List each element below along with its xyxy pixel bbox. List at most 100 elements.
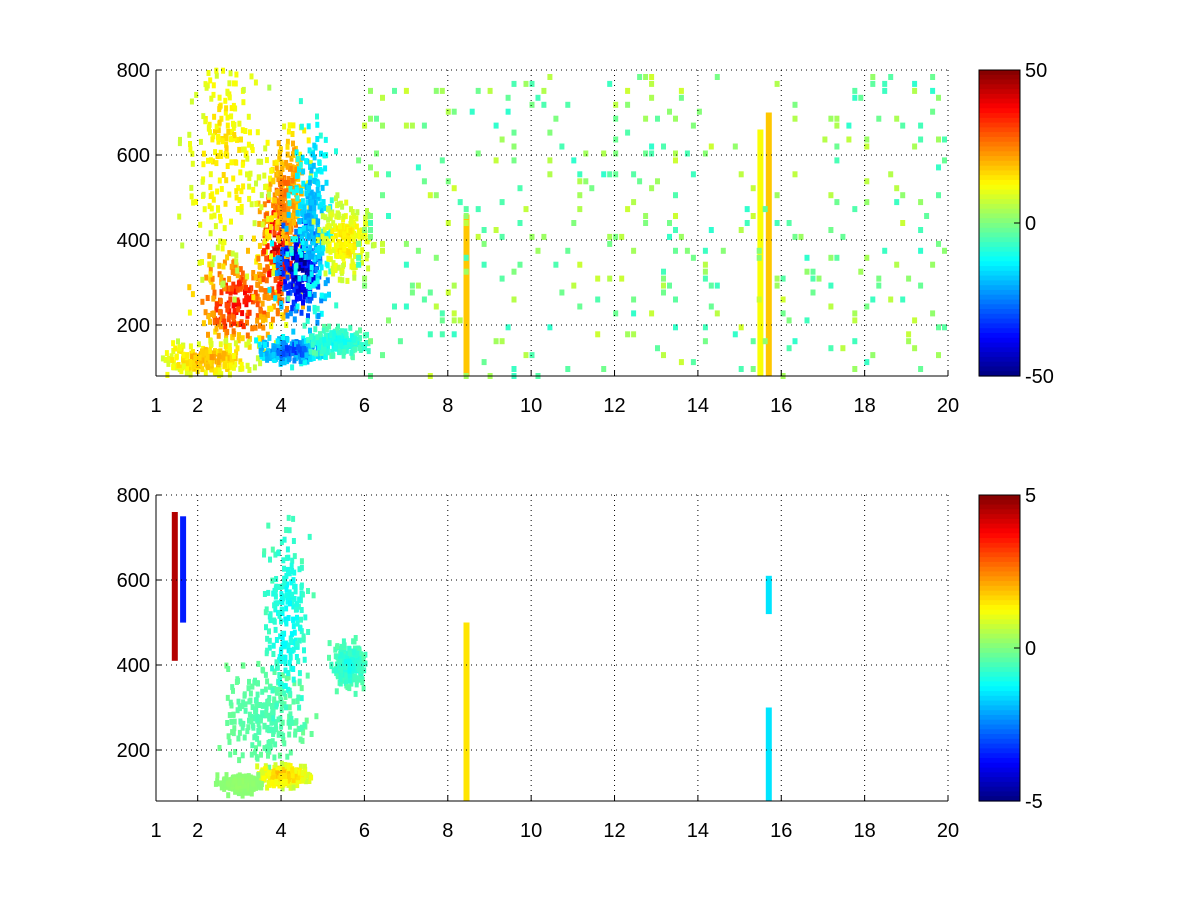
heatmap-cell	[810, 275, 816, 282]
heatmap-cell	[297, 218, 302, 225]
heatmap-cell	[325, 277, 330, 284]
heatmap-cell	[244, 284, 248, 291]
colorbar-step	[979, 772, 1020, 778]
heatmap-cell	[864, 178, 870, 185]
heatmap-cell	[312, 304, 317, 311]
heatmap-cell	[481, 240, 487, 247]
heatmap-cell	[295, 172, 299, 179]
heatmap-cell	[290, 171, 295, 178]
heatmap-cell	[505, 324, 511, 331]
heatmap-cell	[325, 348, 330, 355]
heatmap-cell	[297, 151, 302, 158]
colorbar-step	[979, 643, 1020, 649]
heatmap-cell	[292, 316, 297, 323]
heatmap-cell	[323, 237, 328, 244]
heatmap-cell	[281, 222, 286, 229]
heatmap-cell	[918, 199, 924, 206]
heatmap-cell	[631, 247, 637, 254]
heatmap-cell	[270, 286, 275, 293]
heatmap-cell	[256, 255, 261, 262]
heatmap-cell	[270, 780, 274, 787]
heatmap-cell	[762, 338, 768, 345]
heatmap-cell	[511, 157, 517, 164]
heatmap-cell	[355, 646, 360, 653]
colorbar-step	[979, 352, 1020, 358]
heatmap-cell	[203, 309, 208, 316]
heatmap-cell	[288, 649, 293, 655]
heatmap-cell	[309, 731, 314, 737]
heatmap-cell	[306, 217, 311, 224]
heatmap-cell	[792, 338, 798, 345]
heatmap-cell	[272, 245, 277, 252]
heatmap-cell	[266, 186, 271, 193]
heatmap-cell	[206, 157, 210, 164]
heatmap-cell	[334, 667, 338, 674]
heatmap-cell	[336, 212, 341, 219]
heatmap-cell	[301, 303, 305, 310]
heatmap-cell	[834, 143, 840, 150]
heatmap-cell	[661, 143, 666, 150]
heatmap-cells	[171, 512, 772, 801]
heatmap-cell	[184, 360, 189, 367]
heatmap-cell	[347, 243, 352, 250]
heatmap-cell	[380, 352, 385, 359]
heatmap-cell	[302, 322, 307, 329]
heatmap-cell	[535, 247, 541, 254]
heatmap-cell	[285, 180, 290, 186]
heatmap-cell	[242, 787, 247, 794]
heatmap-cell	[262, 766, 267, 773]
heatmap-cell	[547, 74, 553, 80]
heatmap-cell	[311, 592, 316, 599]
heatmap-cell	[301, 729, 306, 736]
heatmap-cell	[305, 297, 310, 304]
heatmap-cell	[690, 171, 696, 178]
x-tick-label: 20	[937, 820, 959, 842]
heatmap-cell	[279, 723, 284, 730]
heatmap-cell	[273, 590, 278, 597]
heatmap-cell	[284, 605, 289, 612]
heatmap-cell	[541, 101, 547, 108]
heatmap-cell	[279, 777, 284, 784]
heatmap-cell	[912, 87, 918, 94]
heatmap-cell	[294, 262, 299, 269]
heatmap-cell	[271, 251, 276, 258]
heatmap-cell	[421, 296, 427, 303]
heatmap-cell	[284, 586, 289, 593]
heatmap-cell	[637, 178, 643, 185]
colorbar-step	[979, 246, 1020, 253]
heatmap-cell	[362, 275, 368, 282]
heatmap-cell	[299, 123, 304, 130]
heatmap-cell	[265, 726, 270, 733]
heatmap-cell	[320, 213, 325, 220]
heatmap-cell	[348, 324, 353, 331]
heatmap-cell	[352, 213, 356, 219]
heatmap-cell	[297, 166, 301, 173]
heatmap-cell	[359, 675, 364, 682]
heatmap-cell	[185, 364, 189, 371]
heatmap-cell	[241, 322, 246, 329]
heatmap-cell	[265, 291, 270, 298]
heatmap-cell	[331, 220, 336, 227]
heatmap-cell	[281, 732, 286, 739]
heatmap-cell	[287, 200, 292, 207]
heatmap-cell	[499, 199, 505, 206]
heatmap-cell	[601, 366, 607, 372]
heatmap-cell	[505, 108, 511, 115]
heatmap-cell	[292, 629, 297, 636]
heatmap-cell	[344, 331, 349, 338]
colorbar-step	[979, 84, 1020, 90]
heatmap-cell	[351, 342, 356, 349]
heatmap-cell	[219, 186, 224, 192]
heatmap-cell	[649, 94, 655, 101]
heatmap-cell	[280, 702, 285, 709]
heatmap-cell	[786, 345, 792, 352]
heatmap-cell	[553, 115, 559, 122]
heatmap-cell	[487, 87, 493, 94]
heatmap-cell	[280, 672, 285, 679]
colorbar-step	[979, 791, 1020, 797]
heatmap-cell	[181, 356, 185, 363]
heatmap-cell	[240, 127, 245, 134]
heatmap-cell	[215, 318, 220, 325]
heatmap-cell	[750, 338, 756, 345]
heatmap-cell	[368, 164, 373, 171]
